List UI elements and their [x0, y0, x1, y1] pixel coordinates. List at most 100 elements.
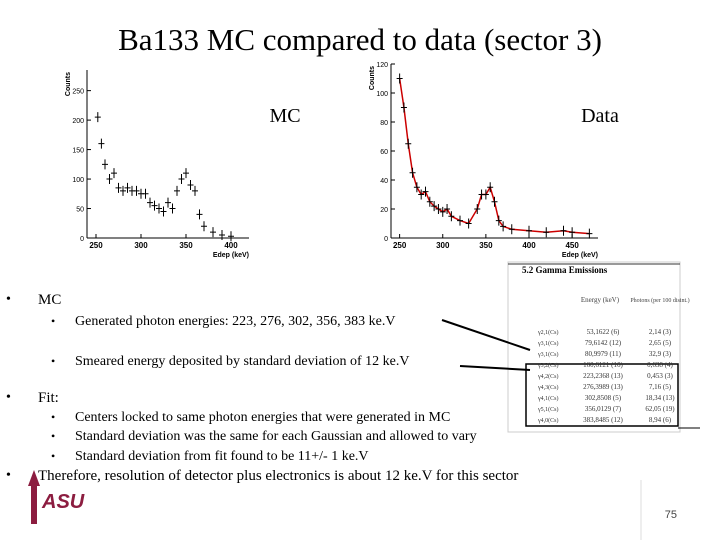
table-cell: γ4,0(Cs) — [537, 417, 558, 424]
data-point — [435, 204, 442, 214]
y-axis-label: Counts — [65, 72, 72, 96]
sub-bullet-mark: • — [51, 429, 56, 443]
plot: 0 50 100 150 200 250 250 300 350 400 Counts Edep (k… — [65, 70, 301, 259]
data-point — [431, 201, 438, 212]
y-tick-label: 250 — [72, 89, 84, 96]
data-point — [396, 73, 403, 84]
data-point — [400, 102, 407, 113]
table-cell: 0,453 (3) — [647, 372, 673, 380]
y-tick-label: 40 — [380, 178, 388, 185]
bullet-mark: • — [6, 468, 11, 483]
y-tick-label: 0 — [80, 236, 84, 243]
data-point — [219, 230, 225, 241]
table-image: 5.2 Gamma Emissions Energy (keV) Photons (… — [507, 261, 700, 433]
y-tick-label: 100 — [72, 177, 84, 184]
table-cell: 302,8508 (5) — [585, 394, 622, 402]
data-point — [160, 206, 167, 217]
plot: 0 20 40 60 80 100 120 250 300 350 400 450 Counts Edep… — [369, 62, 619, 259]
sub-bullet-text: Smeared energy deposited by standard dev… — [75, 354, 410, 369]
x-tick-label: 400 — [224, 241, 238, 250]
data-point — [192, 185, 198, 196]
data-point — [156, 203, 162, 214]
bullet-text: Fit: — [38, 390, 59, 406]
data-point — [94, 112, 101, 123]
logo-text: ASU — [41, 491, 85, 513]
table-cell: γ3,2(Cs) — [537, 362, 558, 369]
sub-bullet-text: Generated photon energies: 223, 276, 302… — [75, 314, 396, 329]
data-point — [165, 197, 171, 208]
x-tick-label: 450 — [565, 241, 579, 250]
data-point — [169, 203, 176, 214]
data-point — [98, 138, 105, 149]
y-axis-label: Counts — [369, 66, 376, 90]
x-tick-label: 350 — [179, 241, 193, 250]
y-tick-label: 20 — [380, 207, 388, 214]
data-point — [487, 182, 494, 193]
slide-title: Ba133 MC compared to data (sector 3) — [118, 22, 602, 57]
y-tick-label: 120 — [376, 62, 388, 69]
table-cell: 0,638 (4) — [647, 361, 673, 369]
data-point — [210, 227, 216, 238]
table-cell: 2,65 (5) — [649, 339, 672, 347]
table-cell: γ4,2(Cs) — [537, 373, 558, 380]
data-point — [187, 179, 194, 190]
table-header: Photons (per 100 disint.) — [630, 297, 689, 304]
x-tick-label: 300 — [436, 241, 450, 250]
plot-label: Data — [581, 105, 619, 127]
page-number: 75 — [665, 509, 677, 521]
data-point — [495, 215, 502, 226]
y-tick-label: 150 — [72, 148, 84, 155]
table-cell: γ4,3(Cs) — [537, 384, 558, 391]
sub-bullet-mark: • — [51, 354, 56, 368]
table-cell: γ3,1(Cs) — [537, 340, 558, 347]
table-cell: 62,05 (19) — [645, 405, 675, 413]
table-cell: 8,94 (6) — [649, 416, 672, 424]
data-point — [228, 231, 234, 242]
table-cell: γ5,1(Cs) — [537, 406, 558, 413]
bullet-text: Therefore, resolution of detector plus e… — [38, 468, 519, 484]
table-cell: 2,14 (3) — [649, 328, 672, 336]
table-header: Energy (keV) — [581, 296, 620, 304]
table-cell: 79,6142 (12) — [585, 339, 622, 347]
bullet-mark: • — [6, 292, 11, 307]
data-point — [142, 188, 149, 199]
data-point — [106, 174, 113, 185]
data-point — [196, 209, 203, 220]
table-cell: γ2,1(Cs) — [537, 329, 558, 336]
table-cell: 7,16 (5) — [649, 383, 672, 391]
data-point — [426, 196, 433, 207]
sub-bullet-text: Centers locked to same photon energies t… — [75, 410, 451, 425]
data-point — [560, 225, 567, 236]
data-point — [586, 228, 593, 239]
data-point — [465, 218, 472, 229]
table-cell: 276,3989 (13) — [583, 383, 623, 391]
table-cell: 160,6121 (16) — [583, 361, 623, 369]
data-point — [174, 185, 180, 196]
data-point — [448, 211, 455, 222]
x-tick-label: 350 — [479, 241, 493, 250]
fit-line — [398, 78, 590, 235]
data-point — [543, 227, 550, 238]
x-axis-label: Edep (keV) — [213, 252, 249, 259]
data-point — [133, 185, 140, 196]
data-point — [405, 138, 412, 149]
data-point — [526, 225, 532, 236]
data-point — [422, 186, 429, 197]
arrow — [441, 319, 531, 351]
data-point — [413, 182, 420, 193]
data-point — [474, 204, 481, 214]
y-tick-label: 0 — [384, 236, 388, 243]
table-cell: γ4,1(Cs) — [537, 395, 558, 402]
highlight-box — [525, 363, 679, 427]
bullet-text: MC — [38, 292, 62, 308]
plot-label: MC — [269, 105, 300, 127]
data-point — [457, 215, 463, 226]
y-tick-label: 100 — [376, 91, 388, 98]
data-point — [500, 221, 507, 232]
x-tick-label: 400 — [522, 241, 536, 250]
data-point — [124, 182, 131, 193]
table-cell: 383,8485 (12) — [583, 416, 623, 424]
table-cell: 356,0129 (7) — [585, 405, 622, 413]
y-tick-label: 80 — [380, 120, 388, 127]
